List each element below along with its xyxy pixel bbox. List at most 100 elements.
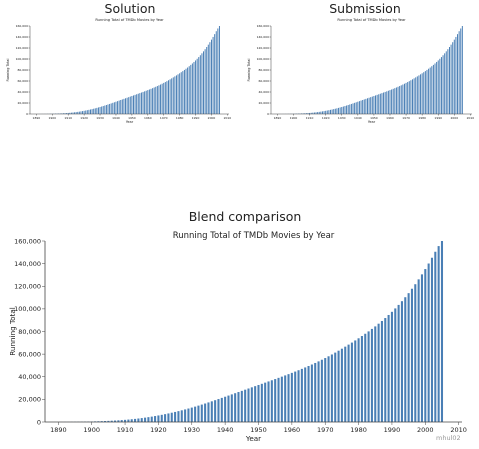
blend-bar: [414, 284, 417, 422]
blend-bar: [317, 361, 320, 422]
submission-bar: [436, 61, 438, 114]
blend-bar: [280, 376, 283, 422]
solution-bar: [204, 49, 206, 114]
solution-bar: [66, 113, 68, 114]
submission-bar: [344, 106, 346, 114]
blend-x-tick-label: 1900: [83, 426, 100, 434]
solution-bar: [187, 67, 189, 114]
submission-bar: [301, 113, 303, 114]
blend-bar: [440, 241, 444, 422]
solution-bar: [218, 26, 220, 114]
blend-bar: [187, 408, 190, 422]
blend-bar: [410, 288, 413, 422]
watermark: mhul02: [436, 434, 461, 442]
blend-bar: [160, 414, 163, 422]
solution-x-axis-label: Year: [126, 120, 134, 124]
submission-bar: [346, 105, 348, 114]
solution-y-tick-label: 120,000: [16, 46, 28, 50]
submission-header: Submission: [329, 1, 401, 16]
blend-bar: [194, 406, 197, 422]
submission-bar: [338, 107, 340, 114]
solution-bar: [90, 109, 91, 114]
solution-bar: [64, 113, 66, 114]
blend-bar: [224, 396, 227, 422]
blend-y-tick-label: 60,000: [18, 350, 41, 358]
solution-bar: [123, 98, 125, 114]
solution-bar: [80, 111, 82, 114]
blend-header: Blend comparison: [188, 209, 302, 224]
submission-bar: [431, 66, 433, 114]
solution-bar: [137, 93, 139, 114]
blend-x-tick-label: 1930: [184, 426, 201, 434]
submission-y-tick-label: 160,000: [257, 24, 269, 28]
submission-bar: [461, 26, 463, 114]
submission-bar: [358, 101, 360, 114]
solution-bar: [107, 104, 109, 114]
submission-bar: [437, 60, 439, 114]
blend-y-tick-label: 140,000: [14, 260, 41, 268]
submission-bar: [336, 108, 338, 114]
submission-bar: [331, 109, 333, 114]
solution-bar: [166, 81, 168, 114]
solution-bar: [156, 86, 158, 114]
blend-x-tick-label: 1940: [217, 426, 234, 434]
blend-bar: [290, 372, 293, 422]
solution-bar: [201, 53, 203, 114]
blend-bar: [124, 419, 127, 422]
blend-bar: [137, 418, 140, 422]
blend-y-tick-label: 80,000: [18, 328, 41, 336]
submission-bar: [403, 83, 405, 114]
submission-bar: [426, 69, 428, 114]
solution-y-tick-label: 40,000: [18, 90, 29, 94]
solution-bar: [158, 85, 160, 114]
submission-bar: [315, 112, 317, 114]
solution-bar: [180, 72, 182, 114]
solution-x-tick-label: 2010: [224, 116, 232, 120]
solution-bar: [179, 73, 181, 114]
blend-bar: [207, 402, 210, 422]
submission-bar: [326, 110, 328, 114]
solution-bar: [126, 97, 128, 114]
submission-bar: [317, 112, 319, 114]
blend-bar: [257, 384, 260, 422]
submission-bar: [413, 78, 415, 114]
submission-bar: [418, 75, 420, 114]
solution-bar: [148, 89, 150, 114]
submission-x-tick-label: 1900: [290, 116, 298, 120]
submission-bar: [391, 89, 393, 114]
submission-bar: [366, 98, 368, 114]
blend-bar: [154, 416, 157, 422]
submission-y-tick-label: 0: [267, 112, 269, 116]
solution-bar: [142, 91, 144, 114]
solution-bar: [183, 69, 185, 114]
blend-bar: [350, 342, 353, 422]
submission-bar: [341, 106, 343, 114]
solution-bar: [139, 93, 141, 114]
solution-bar: [97, 107, 99, 114]
blend-bar: [310, 364, 313, 422]
blend-bar: [147, 417, 150, 422]
submission-bar: [442, 55, 444, 114]
submission-bar: [334, 108, 336, 114]
blend-bar: [217, 399, 220, 422]
submission-bar: [421, 73, 423, 114]
submission-bar: [318, 111, 320, 114]
solution-bar: [91, 109, 93, 114]
solution-bar: [62, 113, 64, 114]
submission-x-axis-label: Year: [368, 120, 376, 124]
blend-bar: [190, 407, 193, 422]
blend-x-tick-label: 1960: [284, 426, 301, 434]
solution-bar: [134, 94, 136, 114]
solution-x-tick-label: 1920: [80, 116, 88, 120]
blend-bar: [334, 352, 337, 422]
submission-bar: [439, 58, 441, 114]
submission-bar: [445, 51, 447, 114]
submission-bar: [428, 68, 430, 114]
submission-bar: [434, 63, 436, 114]
blend-bar: [340, 348, 343, 422]
submission-bar: [347, 105, 349, 114]
blend-bar: [354, 340, 357, 422]
submission-bar: [397, 86, 399, 114]
solution-bar: [128, 97, 130, 114]
submission-bar: [402, 84, 404, 114]
